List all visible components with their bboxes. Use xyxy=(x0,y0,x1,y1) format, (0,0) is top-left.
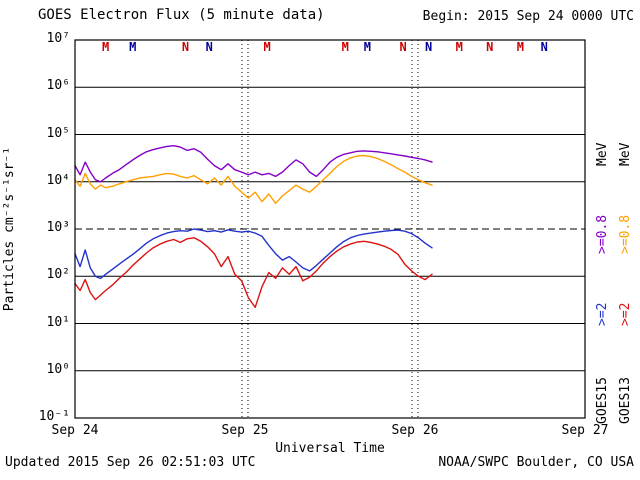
event-marker-n: N xyxy=(541,40,548,54)
x-tick-label: Sep 27 xyxy=(561,423,609,438)
legend-goes13-ge08mev: >=0.8 xyxy=(618,214,633,254)
legend-goes13-ge2mev: >=2 xyxy=(618,302,633,326)
event-marker-m: M xyxy=(129,40,136,54)
series-goes13-0-8-mev xyxy=(74,154,433,205)
event-marker-n: N xyxy=(486,40,493,54)
x-axis-title: Universal Time xyxy=(275,441,385,456)
legend-goes13-column: GOES13 >=2 >=0.8 MeV xyxy=(618,143,633,424)
legend-goes15-column: GOES15 >=2 >=0.8 MeV xyxy=(595,143,610,424)
event-marker-m: M xyxy=(456,40,463,54)
updated-timestamp: Updated 2015 Sep 26 02:51:03 UTC xyxy=(5,455,256,470)
legend-goes15-ge08mev: >=0.8 xyxy=(595,214,610,254)
plot-border xyxy=(74,39,586,419)
legend-goes15-label: GOES15 xyxy=(595,377,610,424)
series-goes15-0-8-mev xyxy=(74,144,433,183)
event-marker-m: M xyxy=(517,40,524,54)
series-goes13-2-mev xyxy=(74,237,433,308)
page-title: GOES Electron Flux (5 minute data) xyxy=(38,7,325,23)
y-tick-label: 10⁷ xyxy=(46,31,70,46)
y-tick-label: 10⁴ xyxy=(46,172,70,188)
y-tick-label: 10⁰ xyxy=(46,361,70,377)
y-tick-label: 10⁵ xyxy=(46,125,70,141)
x-tick-label: Sep 24 xyxy=(51,423,99,438)
event-marker-m: M xyxy=(364,40,371,54)
y-tick-label: 10³ xyxy=(46,220,70,235)
event-marker-n: N xyxy=(206,40,213,54)
event-marker-n: N xyxy=(425,40,432,54)
series-goes15-2-mev xyxy=(74,228,433,280)
event-marker-n: N xyxy=(182,40,189,54)
y-tick-label: 10² xyxy=(46,267,70,283)
event-marker-m: M xyxy=(342,40,349,54)
legend-goes13-label: GOES13 xyxy=(618,377,633,424)
legend-goes15-mev-unit: MeV xyxy=(595,142,610,166)
y-tick-label: 10⁶ xyxy=(46,78,70,94)
x-tick-label: Sep 25 xyxy=(221,423,269,438)
y-tick-label: 10⁻¹ xyxy=(38,409,70,424)
y-axis-title: Particles cm⁻²s⁻¹sr⁻¹ xyxy=(2,146,17,312)
x-tick-label: Sep 26 xyxy=(391,423,439,438)
legend-goes13-mev-unit: MeV xyxy=(618,142,633,166)
y-tick-label: 10¹ xyxy=(46,314,70,330)
legend-goes15-ge2mev: >=2 xyxy=(595,302,610,326)
event-marker-n: N xyxy=(399,40,406,54)
event-marker-m: M xyxy=(263,40,270,54)
event-marker-m: M xyxy=(102,40,109,54)
credit-label: NOAA/SWPC Boulder, CO USA xyxy=(438,455,634,470)
begin-timestamp: Begin: 2015 Sep 24 0000 UTC xyxy=(422,9,634,24)
